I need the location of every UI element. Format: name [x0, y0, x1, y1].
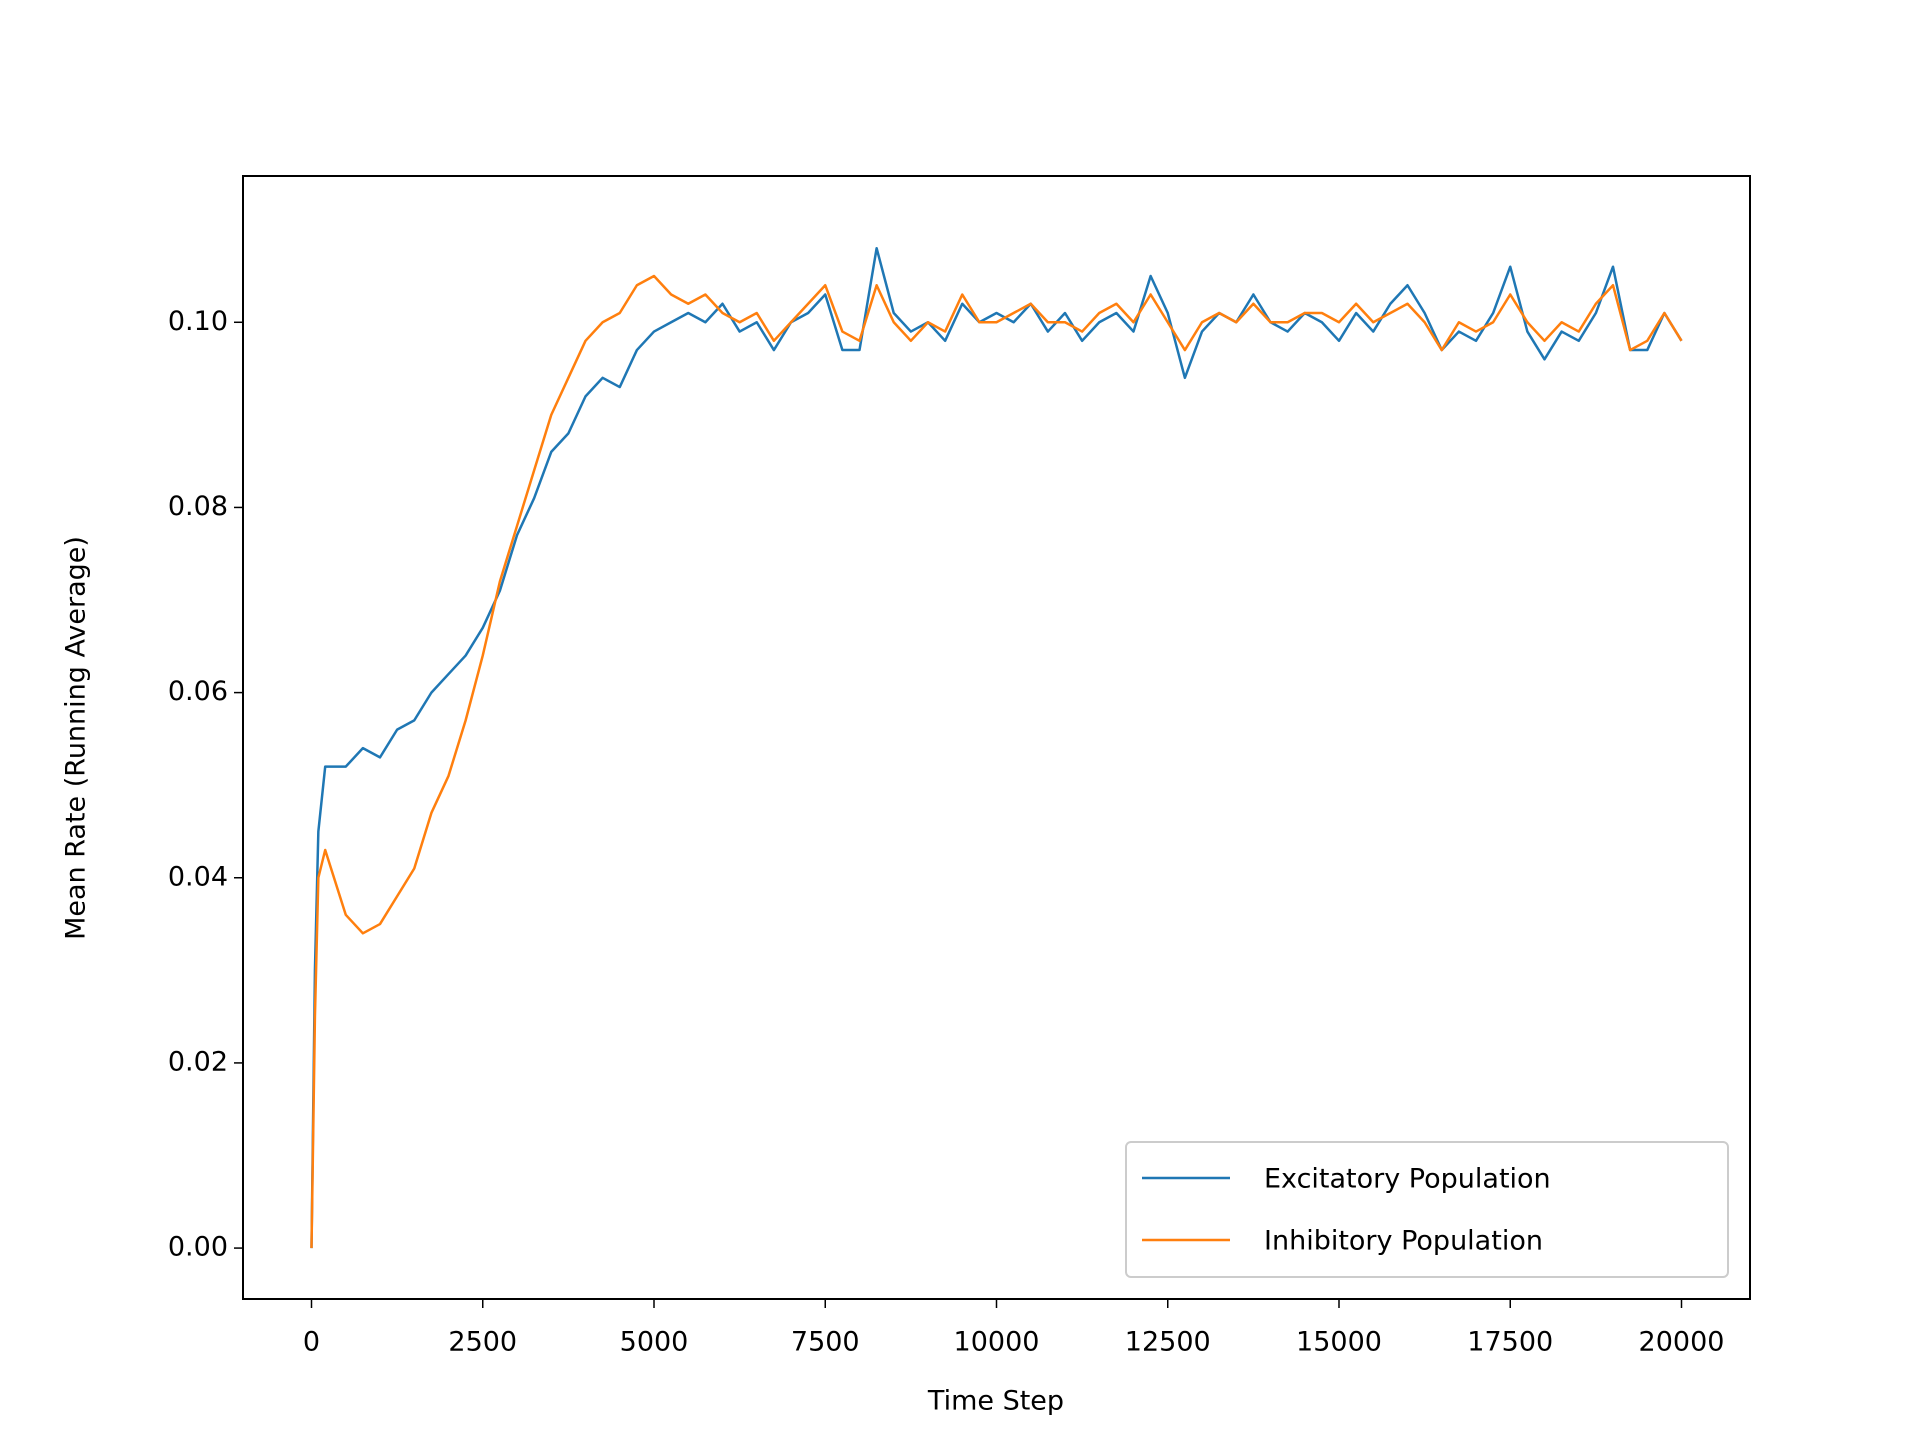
x-tick-label: 7500 — [791, 1327, 860, 1358]
legend-label: Excitatory Population — [1264, 1164, 1551, 1195]
y-tick-label: 0.10 — [168, 306, 228, 337]
plot-frame — [242, 175, 1751, 1300]
x-tick-label: 2500 — [448, 1327, 517, 1358]
x-tick-label: 12500 — [1125, 1327, 1211, 1358]
y-tick-label: 0.02 — [168, 1046, 228, 1077]
x-tick-label: 20000 — [1639, 1327, 1725, 1358]
x-tick-label: 10000 — [954, 1327, 1040, 1358]
x-tick-label: 0 — [303, 1327, 320, 1358]
x-tick-label: 17500 — [1467, 1327, 1553, 1358]
y-tick-label: 0.06 — [168, 676, 228, 707]
x-tick-label: 5000 — [620, 1327, 689, 1358]
y-tick-label: 0.04 — [168, 861, 228, 892]
legend-label: Inhibitory Population — [1264, 1226, 1543, 1257]
series-line — [310, 274, 1683, 1249]
legend-box — [1125, 1141, 1729, 1278]
x-tick-label: 15000 — [1296, 1327, 1382, 1358]
y-tick-label: 0.00 — [168, 1232, 228, 1263]
y-tick-label: 0.08 — [168, 491, 228, 522]
x-axis-label: Time Step — [927, 1386, 1064, 1417]
y-axis-label: Mean Rate (Running Average) — [61, 536, 92, 940]
